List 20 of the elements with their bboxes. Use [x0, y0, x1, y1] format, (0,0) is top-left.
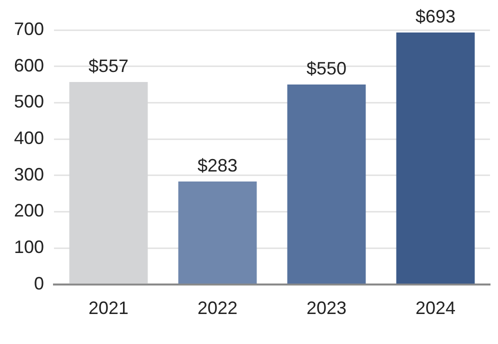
- x-tick-label: 2023: [306, 298, 347, 318]
- y-tick-label: 300: [14, 164, 44, 184]
- bar: [69, 82, 148, 284]
- y-tick-label: 700: [14, 18, 44, 39]
- x-tick-label: 2022: [197, 298, 238, 318]
- y-tick-label: 400: [14, 128, 44, 148]
- y-tick-label: 0: [34, 273, 44, 294]
- bar: [396, 32, 475, 284]
- data-label: $283: [197, 156, 238, 176]
- x-tick-label: 2021: [88, 298, 129, 318]
- data-label: $557: [88, 56, 129, 76]
- data-label: $550: [306, 58, 347, 78]
- y-tick-label: 600: [14, 55, 44, 76]
- y-tick-label: 200: [14, 200, 44, 221]
- bar: [178, 182, 257, 284]
- y-tick-label: 500: [14, 92, 44, 112]
- x-tick-label: 2024: [415, 298, 456, 318]
- data-label: $693: [415, 6, 456, 27]
- bar: [287, 84, 366, 284]
- y-tick-label: 100: [14, 237, 44, 258]
